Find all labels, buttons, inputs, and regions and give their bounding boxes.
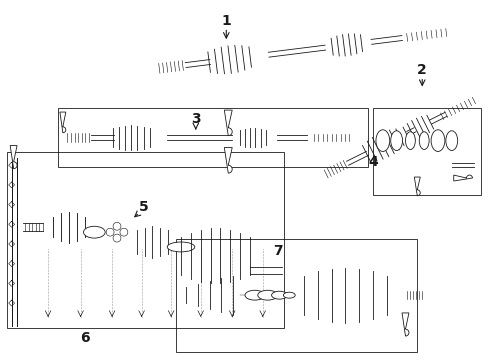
Polygon shape — [60, 112, 66, 133]
Text: 3: 3 — [191, 112, 200, 126]
Polygon shape — [224, 148, 232, 173]
Ellipse shape — [245, 290, 265, 300]
Text: 7: 7 — [272, 244, 282, 258]
Circle shape — [106, 228, 114, 236]
Polygon shape — [10, 145, 17, 169]
Ellipse shape — [376, 130, 390, 152]
Ellipse shape — [167, 242, 195, 252]
Text: 6: 6 — [80, 330, 89, 345]
Circle shape — [120, 228, 128, 236]
Ellipse shape — [431, 130, 445, 152]
Ellipse shape — [271, 291, 287, 299]
Ellipse shape — [83, 226, 105, 238]
Ellipse shape — [283, 292, 295, 298]
Text: 1: 1 — [221, 14, 231, 27]
Circle shape — [113, 222, 121, 230]
Text: 2: 2 — [417, 63, 427, 77]
Text: 4: 4 — [368, 155, 378, 169]
Text: 5: 5 — [139, 199, 148, 213]
Polygon shape — [415, 177, 420, 196]
Ellipse shape — [406, 132, 416, 149]
Ellipse shape — [419, 132, 429, 149]
Ellipse shape — [446, 131, 458, 150]
Polygon shape — [454, 175, 472, 181]
Ellipse shape — [258, 290, 277, 300]
Circle shape — [113, 234, 121, 242]
Ellipse shape — [391, 131, 402, 150]
Polygon shape — [402, 313, 409, 336]
Polygon shape — [224, 110, 232, 136]
